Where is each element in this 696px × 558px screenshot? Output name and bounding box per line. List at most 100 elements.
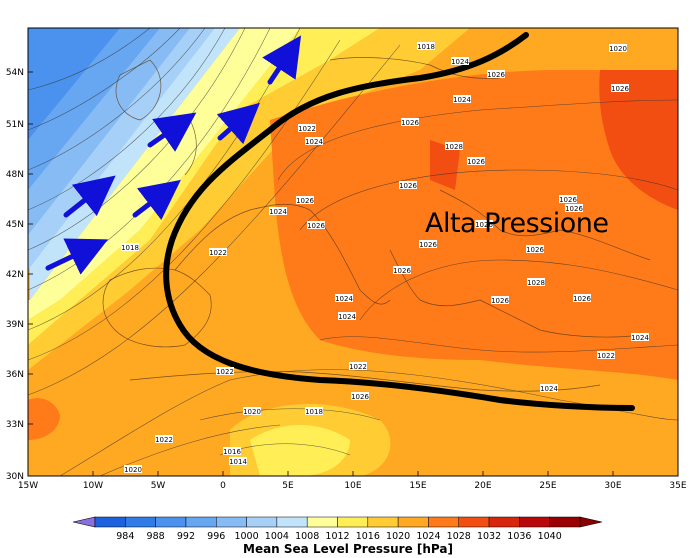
isobar-label-bg [573,294,591,302]
isobar-label-bg [124,465,142,473]
isobar-label: 1026 [399,182,417,190]
isobar-label-bg [305,407,323,415]
isobar-label: 1018 [305,408,323,416]
isobar-label: 1026 [296,197,314,205]
lon-tick-label: 30E [604,481,621,491]
isobar-label-bg [307,221,325,229]
isobar-label-bg [475,220,493,228]
colorbar-swatch [397,516,429,528]
isobar-label-bg [399,181,417,189]
isobar-label: 1022 [209,249,227,257]
isobar-label: 1024 [631,334,649,342]
lat-tick-label: 54N [6,68,24,78]
isobar-label: 1022 [349,363,367,371]
colorbar-under-arrow [72,516,96,528]
lat-tick-label: 45N [6,220,24,230]
isobar-label: 1028 [445,143,463,151]
lon-tick-label: 5E [282,481,294,491]
lon-tick-label: 20E [474,481,491,491]
isobar-label-bg [559,195,577,203]
colorbar-swatch [216,516,247,528]
isobar-label: 1024 [451,58,469,66]
isobar-label: 1026 [573,295,591,303]
isobar-label-bg [209,248,227,256]
lon-tick-label: 5W [151,481,166,491]
colorbar-level-label: 1036 [507,531,531,542]
isobar-label: 1026 [351,393,369,401]
isobar-label: 1024 [453,96,471,104]
isobar-label-bg [296,196,314,204]
isobar-label: 1026 [559,196,577,204]
isobar-label: 1026 [611,85,629,93]
colorbar-over-arrow [579,516,603,528]
lon-tick-label: 0 [220,481,226,491]
isobar-label: 1026 [487,71,505,79]
colorbar-swatch [306,516,338,528]
isobar-label: 1026 [419,241,437,249]
lon-tick-label: 15W [18,481,38,491]
longitude-axis: 15W 10W 5W 0 5E 10E 15E 20E 25E 30E 35E [18,471,687,491]
isobar-label-bg [527,278,545,286]
isobar-label-bg [467,157,485,165]
isobar-label: 1022 [216,368,234,376]
colorbar-level-label: 1012 [325,531,349,542]
isobar-label-bg [565,204,583,212]
pressure-colorbar: 984 988 992 996 1000 1004 1008 1012 1016 1020 1024… [72,516,603,542]
isobar-label: 1022 [155,436,173,444]
colorbar-swatch [549,516,581,528]
colorbar-level-label: 1008 [295,531,319,542]
flow-arrow [147,112,197,152]
isobar-label-bg [611,84,629,92]
isobar-label-bg [243,407,261,415]
flow-arrow [45,238,109,275]
colorbar-swatch [246,516,278,528]
isobar-label-bg [349,362,367,370]
isobar-label-bg [223,447,241,455]
isobar-label-bg [540,384,558,392]
colorbar-level-label: 1016 [356,531,380,542]
lon-tick-label: 35E [669,481,686,491]
lat-tick-label: 36N [6,370,24,380]
isobar-label: 1024 [305,138,323,146]
isobar-label-bg [216,367,234,375]
isobar-label-bg [305,137,323,145]
isobar-label: 1022 [298,125,316,133]
isobar-label-bg [338,312,356,320]
isobar-label-bg [401,118,419,126]
lat-tick-label: 33N [6,420,24,430]
colorbar-level-label: 1024 [416,531,440,542]
isobar-label-bg [417,42,435,50]
isobar-label-bg [526,245,544,253]
flow-arrows [45,35,302,275]
isobar-label-bg [451,57,469,65]
colorbar-swatch [488,516,520,528]
lat-tick-label: 39N [6,320,24,330]
isobar-label: 1020 [243,408,261,416]
isobar-labels: 1018 1020 1024 1026 1026 1024 1022 1024 1026 1028… [121,42,649,474]
isobar-label-bg [491,296,509,304]
colorbar-title: Mean Sea Level Pressure [hPa] [243,542,453,556]
colorbar-level-label: 1020 [386,531,410,542]
isobar-label: 1024 [335,295,353,303]
high-pressure-annotation: Alta Pressione [425,208,609,239]
colorbar-swatch [428,516,459,528]
isobar-label: 1026 [467,158,485,166]
isobar-label-bg [609,44,627,52]
isobar-label: 1026 [491,297,509,305]
colorbar-swatch [185,516,217,528]
latitude-axis: 54N 51N 48N 45N 42N 39N 36N 33N 30N [6,68,33,482]
flow-arrow [132,179,181,221]
isobar-label-bg [155,435,173,443]
colorbar-swatch [519,516,550,528]
lat-tick-label: 30N [6,472,24,482]
colorbar-swatch [94,516,126,528]
colorbar-swatch [155,516,187,528]
isobar-label-bg [121,243,139,251]
colorbar-swatch [367,516,399,528]
colorbar-swatch [337,516,369,528]
flow-arrow [63,175,116,218]
colorbar-level-label: 996 [207,531,225,542]
isobar-label-bg [269,207,287,215]
flow-arrow [262,35,302,85]
